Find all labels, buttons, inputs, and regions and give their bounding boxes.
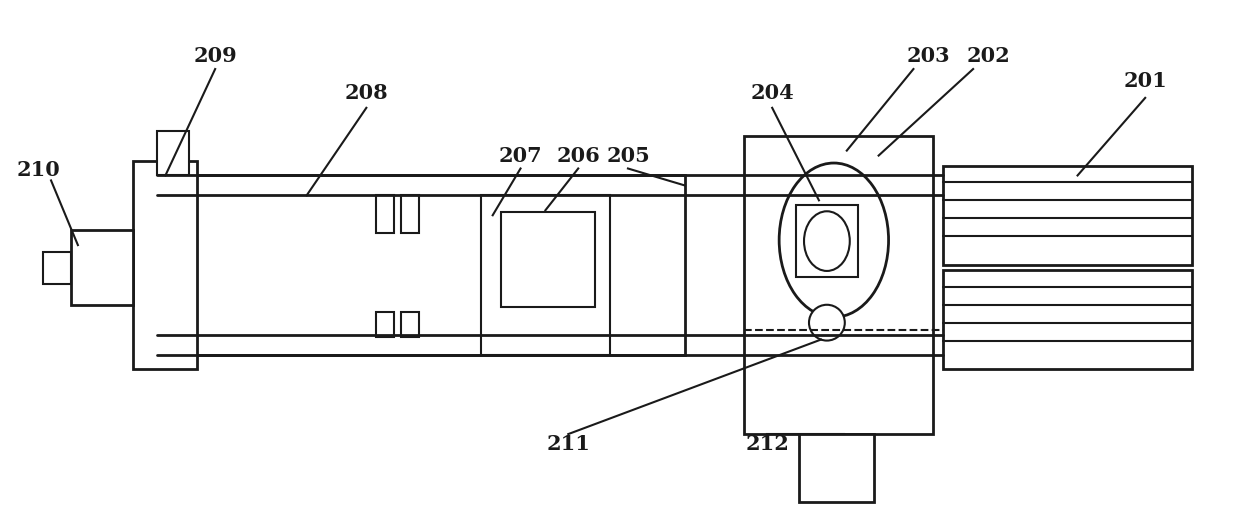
Text: 206: 206 <box>557 145 600 166</box>
Bar <box>133 161 197 369</box>
Circle shape <box>808 305 844 340</box>
Ellipse shape <box>804 211 849 271</box>
Text: 203: 203 <box>906 46 950 66</box>
Bar <box>944 270 1192 369</box>
Bar <box>481 196 610 355</box>
Bar <box>402 312 419 337</box>
Bar <box>43 252 71 284</box>
Text: 208: 208 <box>345 83 388 103</box>
Bar <box>376 196 394 233</box>
Bar <box>402 196 419 233</box>
Bar <box>501 212 595 307</box>
Text: 204: 204 <box>750 83 794 103</box>
Text: 207: 207 <box>498 145 542 166</box>
Text: 210: 210 <box>16 161 60 180</box>
Text: 205: 205 <box>606 145 650 166</box>
Bar <box>157 131 190 175</box>
Text: 212: 212 <box>745 434 789 454</box>
Text: 201: 201 <box>1123 71 1167 91</box>
Text: 202: 202 <box>966 46 1009 66</box>
Bar <box>157 175 684 355</box>
Bar <box>799 434 874 502</box>
Bar <box>944 165 1192 265</box>
Bar <box>744 135 934 434</box>
Ellipse shape <box>779 163 889 317</box>
Bar <box>796 206 858 277</box>
Text: 211: 211 <box>547 434 590 454</box>
Bar <box>376 312 394 337</box>
Bar <box>71 230 133 305</box>
Text: 209: 209 <box>193 46 237 66</box>
